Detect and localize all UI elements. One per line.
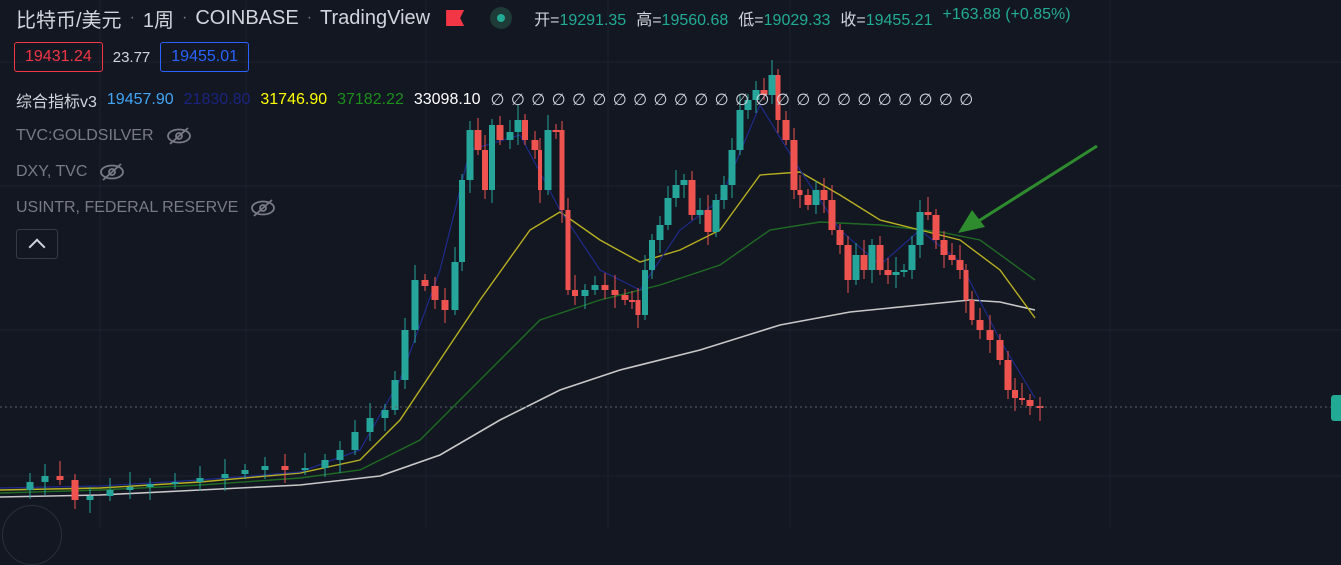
eye-off-icon[interactable] xyxy=(250,198,276,218)
collapse-legend-button[interactable] xyxy=(16,229,58,259)
overlay-goldsilver[interactable]: TVC:GOLDSILVER xyxy=(16,124,192,148)
symbol-name[interactable]: 比特币/美元 xyxy=(16,9,122,32)
overlay-dxy[interactable]: DXY, TVC xyxy=(16,160,125,184)
quote-panel: 19431.24 23.77 19455.01 xyxy=(14,42,250,72)
indicator-legend[interactable]: 综合指标v3 19457.90 21830.80 31746.90 37182.… xyxy=(16,88,974,112)
ohlc-values: 开=19291.35 高=19560.68 低=19029.33 收=19455… xyxy=(534,6,1070,30)
indicator-name[interactable]: 综合指标v3 xyxy=(16,94,97,111)
overlay-label: DXY, TVC xyxy=(16,163,88,180)
change-value: +163.88 (+0.85%) xyxy=(942,6,1071,23)
price-scale-tag[interactable] xyxy=(1331,395,1341,421)
low-label: 低= xyxy=(738,12,764,29)
sell-button[interactable]: 19431.24 xyxy=(14,42,103,72)
indicator-value-3: 31746.90 xyxy=(260,91,328,108)
interval-label[interactable]: 1周 xyxy=(142,9,175,32)
chart-grid xyxy=(0,0,1341,528)
eye-off-icon[interactable] xyxy=(99,162,125,182)
indicator-value-2: 21830.80 xyxy=(183,91,251,108)
annotation-arrow xyxy=(958,144,1098,233)
high-value: 19560.68 xyxy=(661,12,729,29)
buy-button[interactable]: 19455.01 xyxy=(160,42,250,72)
indicator-empty-values: ∅ ∅ ∅ ∅ ∅ ∅ ∅ ∅ ∅ ∅ ∅ ∅ ∅ ∅ ∅ ∅ ∅ ∅ ∅ ∅ … xyxy=(490,92,975,109)
chart-area[interactable] xyxy=(0,0,1341,528)
indicator-value-1: 19457.90 xyxy=(106,91,174,108)
chevron-up-icon xyxy=(28,238,46,255)
indicator-value-5: 33098.10 xyxy=(413,91,481,108)
open-label: 开= xyxy=(534,12,560,29)
overlay-label: USINTR, FEDERAL RESERVE xyxy=(16,199,239,216)
close-value: 19455.21 xyxy=(865,12,933,29)
indicator-value-4: 37182.22 xyxy=(337,91,404,108)
flag-icon[interactable] xyxy=(446,10,464,26)
eye-off-icon[interactable] xyxy=(166,126,192,146)
market-status-icon[interactable] xyxy=(490,7,513,29)
chart-header: 比特币/美元 · 1周 · COINBASE · TradingView 开=1… xyxy=(16,6,1071,32)
low-value: 19029.33 xyxy=(763,12,831,29)
overlay-label: TVC:GOLDSILVER xyxy=(16,127,154,144)
overlay-usintr[interactable]: USINTR, FEDERAL RESERVE xyxy=(16,196,276,220)
spread-value: 23.77 xyxy=(112,48,151,66)
logo-circle xyxy=(2,505,62,565)
price-chart[interactable] xyxy=(0,0,1341,528)
candlesticks xyxy=(26,60,1044,513)
close-label: 收= xyxy=(840,12,866,29)
high-label: 高= xyxy=(636,12,662,29)
platform-label: TradingView xyxy=(320,6,431,29)
moving-averages xyxy=(0,103,1036,498)
open-value: 19291.35 xyxy=(559,12,627,29)
exchange-label: COINBASE xyxy=(195,6,299,29)
